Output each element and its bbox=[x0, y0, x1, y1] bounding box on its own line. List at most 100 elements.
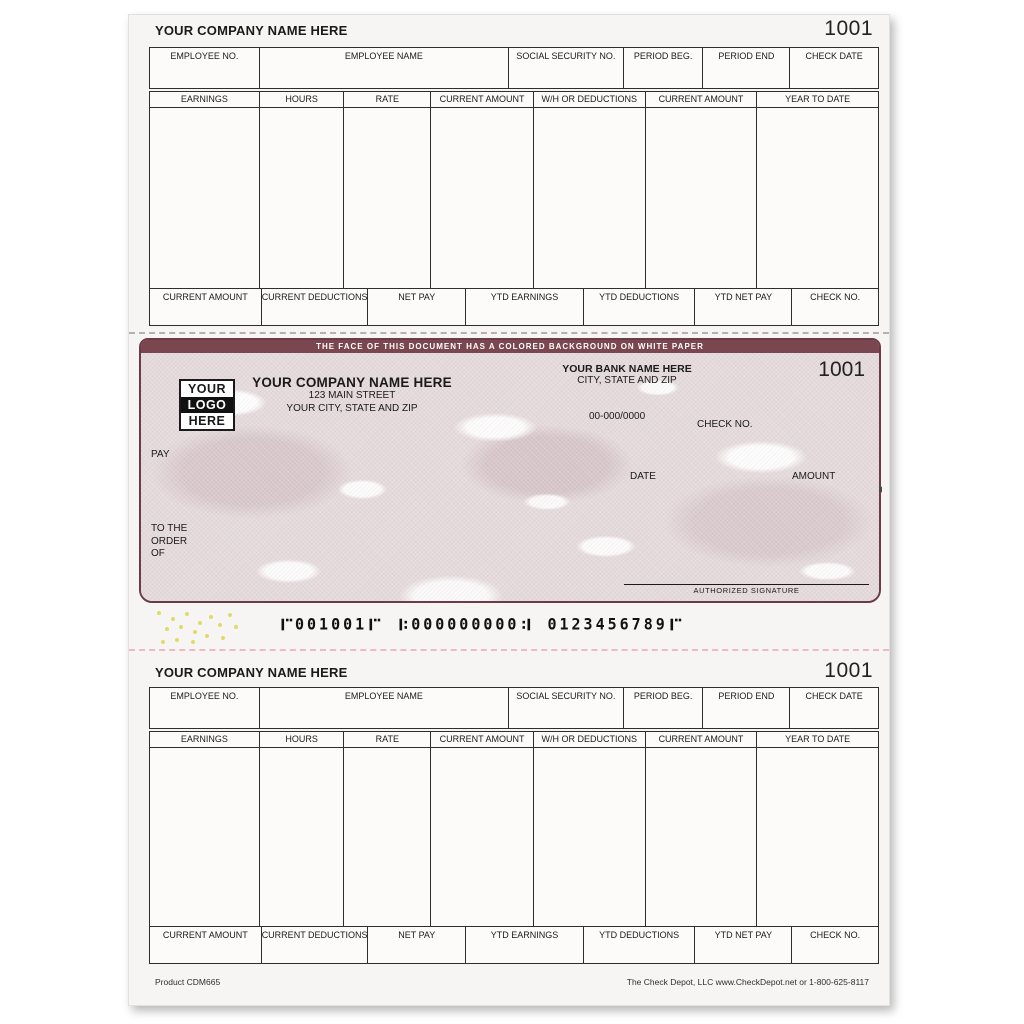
col-ytd-earnings: YTD EARNINGS bbox=[466, 289, 584, 325]
empty-cell bbox=[431, 748, 534, 926]
micr-transit-symbol bbox=[399, 618, 408, 631]
empty-cell bbox=[534, 748, 646, 926]
col-employee-no: EMPLOYEE NO. bbox=[150, 688, 260, 728]
micr-on-us-symbol bbox=[670, 618, 681, 631]
micr-on-us-symbol bbox=[281, 618, 293, 631]
col-rate: RATE bbox=[344, 732, 432, 747]
col-employee-no: EMPLOYEE NO. bbox=[150, 48, 260, 88]
earnings-header-row: EARNINGS HOURS RATE CURRENT AMOUNT W/H O… bbox=[150, 732, 878, 748]
signature-line bbox=[624, 584, 869, 585]
company-address-2: YOUR CITY, STATE AND ZIP bbox=[286, 402, 418, 414]
order-line-3: OF bbox=[151, 548, 165, 559]
bottom-stub: YOUR COMPANY NAME HERE 1001 EMPLOYEE NO.… bbox=[129, 657, 889, 964]
pay-label: PAY bbox=[151, 449, 170, 460]
totals-row: CURRENT AMOUNT CURRENT DEDUCTIONS NET PA… bbox=[149, 926, 879, 964]
col-ytd-earnings: YTD EARNINGS bbox=[466, 927, 584, 963]
bank-address: CITY, STATE AND ZIP bbox=[577, 375, 677, 386]
empty-cell bbox=[534, 108, 646, 288]
vendor-info: The Check Depot, LLC www.CheckDepot.net … bbox=[626, 977, 869, 987]
col-current-amount-2: CURRENT AMOUNT bbox=[646, 92, 758, 107]
micr-routing-number: 000000000 bbox=[411, 614, 520, 634]
col-period-beg: PERIOD BEG. bbox=[624, 688, 704, 728]
col-hours: HOURS bbox=[260, 732, 345, 747]
micr-transit-symbol bbox=[522, 618, 531, 631]
product-code: Product CDM665 bbox=[155, 977, 221, 987]
employee-info-row: EMPLOYEE NO. EMPLOYEE NAME SOCIAL SECURI… bbox=[149, 687, 879, 729]
col-ytd-deductions: YTD DEDUCTIONS bbox=[584, 927, 696, 963]
bank-fraction: 00-000/0000 bbox=[589, 411, 646, 422]
col-current-deductions: CURRENT DEDUCTIONS bbox=[262, 289, 369, 325]
col-earnings: EARNINGS bbox=[150, 732, 260, 747]
empty-cell bbox=[344, 748, 432, 926]
date-label: DATE bbox=[630, 471, 656, 482]
col-employee-name: EMPLOYEE NAME bbox=[260, 688, 510, 728]
stub-check-number: 1001 bbox=[824, 659, 873, 682]
empty-cell bbox=[260, 748, 345, 926]
col-current-amount: CURRENT AMOUNT bbox=[431, 732, 534, 747]
micr-account-number: 0123456789 bbox=[547, 614, 668, 634]
col-current-amount: CURRENT AMOUNT bbox=[431, 92, 534, 107]
micr-check-number: 001001 bbox=[295, 614, 368, 634]
col-ytd-net-pay: YTD NET PAY bbox=[695, 927, 793, 963]
security-ink-specks bbox=[157, 611, 161, 615]
col-check-no: CHECK NO. bbox=[810, 292, 861, 302]
stub-company-name: YOUR COMPANY NAME HERE bbox=[155, 23, 348, 38]
empty-cell bbox=[757, 748, 878, 926]
amount-label: AMOUNT bbox=[792, 471, 836, 482]
col-check-no: CHECK NO. bbox=[810, 930, 861, 940]
col-check-date: CHECK DATE bbox=[805, 51, 863, 61]
company-address-1: 123 MAIN STREET bbox=[308, 390, 396, 401]
col-wh-deductions: W/H OR DEDUCTIONS bbox=[534, 92, 646, 107]
bank-name: YOUR BANK NAME HERE bbox=[562, 363, 692, 375]
col-wh-deductions: W/H OR DEDUCTIONS bbox=[534, 732, 646, 747]
col-year-to-date: YEAR TO DATE bbox=[785, 94, 851, 104]
col-period-end: PERIOD END bbox=[703, 688, 791, 728]
empty-cell bbox=[260, 108, 345, 288]
col-check-date: CHECK DATE bbox=[805, 691, 863, 701]
col-total-current-amount: CURRENT AMOUNT bbox=[150, 927, 262, 963]
perforation-line-top bbox=[129, 332, 889, 334]
stub-check-number: 1001 bbox=[824, 17, 873, 40]
col-ssn: SOCIAL SECURITY NO. bbox=[509, 48, 624, 88]
employee-info-row: EMPLOYEE NO. EMPLOYEE NAME SOCIAL SECURI… bbox=[149, 47, 879, 89]
col-ssn: SOCIAL SECURITY NO. bbox=[509, 688, 624, 728]
check-no-label: CHECK NO. bbox=[697, 419, 753, 430]
bank-block: YOUR BANK NAME HERE CITY, STATE AND ZIP bbox=[521, 363, 733, 388]
logo-line-3: HERE bbox=[188, 414, 226, 428]
col-rate: RATE bbox=[344, 92, 432, 107]
order-line-2: ORDER bbox=[151, 535, 188, 547]
company-name: YOUR COMPANY NAME HERE bbox=[252, 375, 452, 390]
logo-line-2: LOGO bbox=[181, 397, 233, 413]
col-period-beg: PERIOD BEG. bbox=[624, 48, 704, 88]
micr-on-us-symbol bbox=[369, 618, 381, 631]
earnings-deductions-block: EARNINGS HOURS RATE CURRENT AMOUNT W/H O… bbox=[149, 731, 879, 927]
perforation-line-bottom bbox=[129, 649, 889, 651]
check-number: 1001 bbox=[818, 358, 865, 381]
to-the-order-of-label: TO THE ORDER OF bbox=[151, 523, 187, 561]
signature-area: AUTHORIZED SIGNATURE bbox=[624, 584, 869, 595]
empty-cell bbox=[646, 748, 758, 926]
order-line-1: TO THE bbox=[151, 523, 188, 534]
col-total-current-amount: CURRENT AMOUNT bbox=[150, 289, 262, 325]
stub-company-name: YOUR COMPANY NAME HERE bbox=[155, 665, 348, 680]
sheet-footer: Product CDM665 The Check Depot, LLC www.… bbox=[129, 973, 889, 993]
totals-row: CURRENT AMOUNT CURRENT DEDUCTIONS NET PA… bbox=[149, 288, 879, 326]
col-earnings: EARNINGS bbox=[150, 92, 260, 107]
earnings-deductions-block: EARNINGS HOURS RATE CURRENT AMOUNT W/H O… bbox=[149, 91, 879, 289]
empty-cell bbox=[646, 108, 758, 288]
empty-cell bbox=[344, 108, 432, 288]
col-ytd-net-pay: YTD NET PAY bbox=[695, 289, 793, 325]
bottom-stub-table: EMPLOYEE NO. EMPLOYEE NAME SOCIAL SECURI… bbox=[149, 687, 879, 964]
col-current-deductions: CURRENT DEDUCTIONS bbox=[262, 927, 369, 963]
marble-background bbox=[141, 353, 879, 601]
bottom-stub-header: YOUR COMPANY NAME HERE 1001 bbox=[129, 657, 889, 687]
empty-cell bbox=[150, 108, 260, 288]
col-net-pay: NET PAY bbox=[368, 927, 467, 963]
top-stub-table: EMPLOYEE NO. EMPLOYEE NAME SOCIAL SECURI… bbox=[149, 47, 879, 326]
empty-cell bbox=[150, 748, 260, 926]
col-current-amount-2: CURRENT AMOUNT bbox=[646, 732, 758, 747]
check-form-sheet: YOUR COMPANY NAME HERE 1001 EMPLOYEE NO.… bbox=[128, 14, 890, 1006]
col-hours: HOURS bbox=[260, 92, 345, 107]
micr-line: 001001 000000000 0123456789 bbox=[279, 610, 684, 638]
